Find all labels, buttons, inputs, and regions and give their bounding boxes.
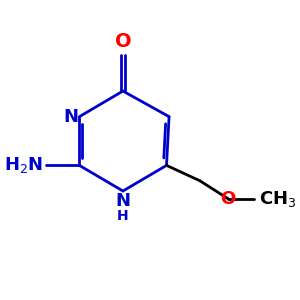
Text: H$_2$N: H$_2$N (4, 155, 43, 176)
Text: N: N (116, 192, 130, 210)
Text: H: H (117, 209, 129, 223)
Text: O: O (115, 32, 131, 51)
Text: O: O (220, 190, 236, 208)
Text: CH$_3$: CH$_3$ (259, 189, 296, 209)
Text: N: N (63, 108, 78, 126)
